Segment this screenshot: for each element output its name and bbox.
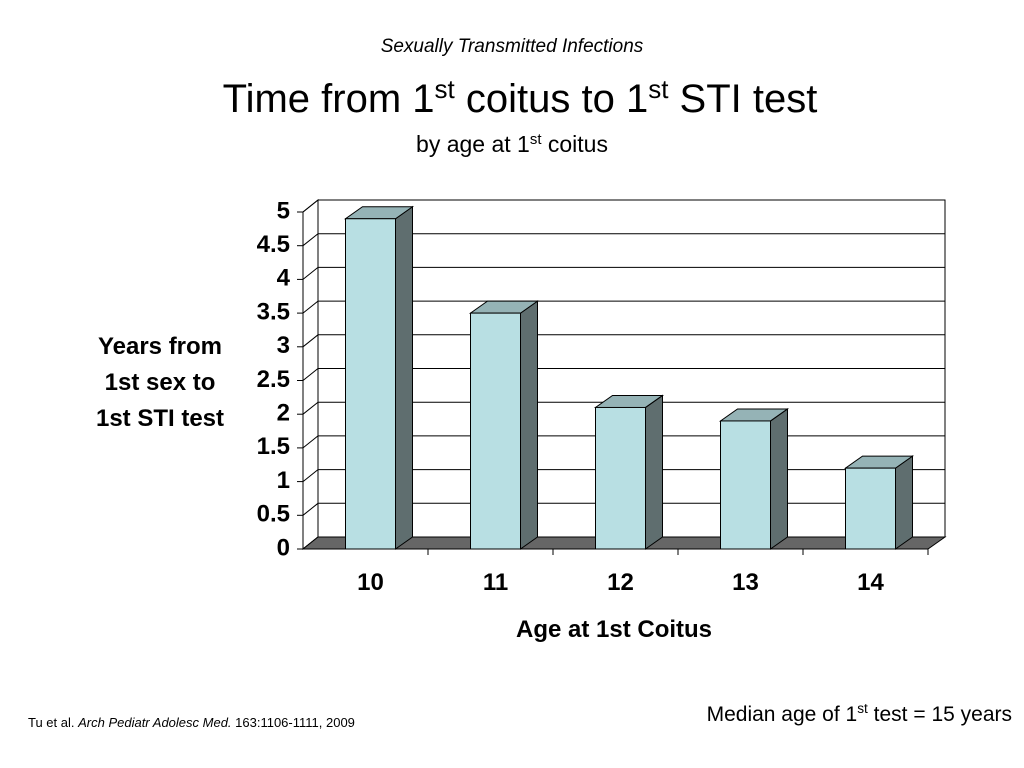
y-label-line: Years from bbox=[98, 333, 222, 360]
y-label-line: 1st sex to bbox=[105, 369, 216, 396]
grid-line bbox=[302, 334, 945, 348]
citation-part: 163:1106-1111, 2009 bbox=[232, 715, 355, 730]
grid-line bbox=[302, 300, 945, 314]
bar-side bbox=[520, 300, 538, 550]
title-sup: st bbox=[648, 74, 669, 104]
bar bbox=[345, 218, 396, 550]
grid-line bbox=[302, 401, 945, 415]
y-tick-label: 3 bbox=[277, 332, 290, 359]
grid-line bbox=[302, 199, 945, 213]
title-sup: st bbox=[435, 74, 456, 104]
title-part: Time from 1 bbox=[223, 77, 435, 121]
chart-subtitle: by age at 1st coitus bbox=[416, 131, 608, 157]
x-tick-label: 11 bbox=[483, 569, 508, 596]
y-tick-label: 0 bbox=[277, 534, 290, 561]
bar bbox=[595, 406, 646, 550]
grid-line bbox=[302, 233, 945, 247]
x-axis-label: Age at 1st Coitus bbox=[516, 616, 712, 643]
grid-line bbox=[302, 266, 945, 280]
x-tick-label: 12 bbox=[607, 569, 634, 596]
bar bbox=[845, 467, 896, 550]
x-tick-label: 10 bbox=[357, 569, 384, 596]
bar-side bbox=[645, 394, 663, 550]
bar-side bbox=[895, 455, 913, 550]
bar bbox=[470, 312, 521, 550]
citation-part: Tu et al. bbox=[28, 715, 78, 730]
subtitle-part: coitus bbox=[541, 131, 607, 157]
y-tick-label: 4.5 bbox=[257, 231, 290, 258]
title-part: STI test bbox=[668, 77, 817, 121]
y-label-line: 1st STI test bbox=[96, 405, 224, 432]
note-sup: st bbox=[857, 701, 868, 716]
x-tick-label: 13 bbox=[732, 569, 759, 596]
y-tick-label: 2.5 bbox=[257, 366, 290, 393]
title-part: coitus to 1 bbox=[455, 77, 648, 121]
subtitle-sup: st bbox=[530, 131, 542, 148]
bar-side bbox=[395, 205, 413, 550]
y-tick-label: 2 bbox=[277, 400, 290, 427]
y-tick-label: 0.5 bbox=[257, 501, 290, 528]
y-axis-label: Years from 1st sex to 1st STI test bbox=[96, 333, 224, 432]
note-part: Median age of 1 bbox=[707, 703, 858, 726]
y-tick-label: 1 bbox=[277, 467, 290, 494]
header: Sexually Transmitted Infections bbox=[381, 36, 644, 57]
note: Median age of 1st test = 15 years bbox=[707, 701, 1012, 726]
grid-line bbox=[302, 368, 945, 381]
y-tick-label: 1.5 bbox=[257, 433, 290, 460]
subtitle-part: by age at 1 bbox=[416, 131, 530, 157]
y-tick-label: 4 bbox=[277, 265, 291, 292]
y-tick-label: 5 bbox=[277, 197, 290, 224]
x-tick-label: 14 bbox=[857, 569, 884, 596]
citation-part: Arch Pediatr Adolesc Med. bbox=[77, 715, 231, 730]
bar-side bbox=[770, 407, 788, 550]
chart-title: Time from 1st coitus to 1st STI test bbox=[223, 74, 818, 121]
citation: Tu et al. Arch Pediatr Adolesc Med. 163:… bbox=[28, 715, 355, 730]
bar bbox=[720, 420, 771, 550]
y-tick-label: 3.5 bbox=[257, 298, 290, 325]
note-part: test = 15 years bbox=[868, 703, 1012, 726]
